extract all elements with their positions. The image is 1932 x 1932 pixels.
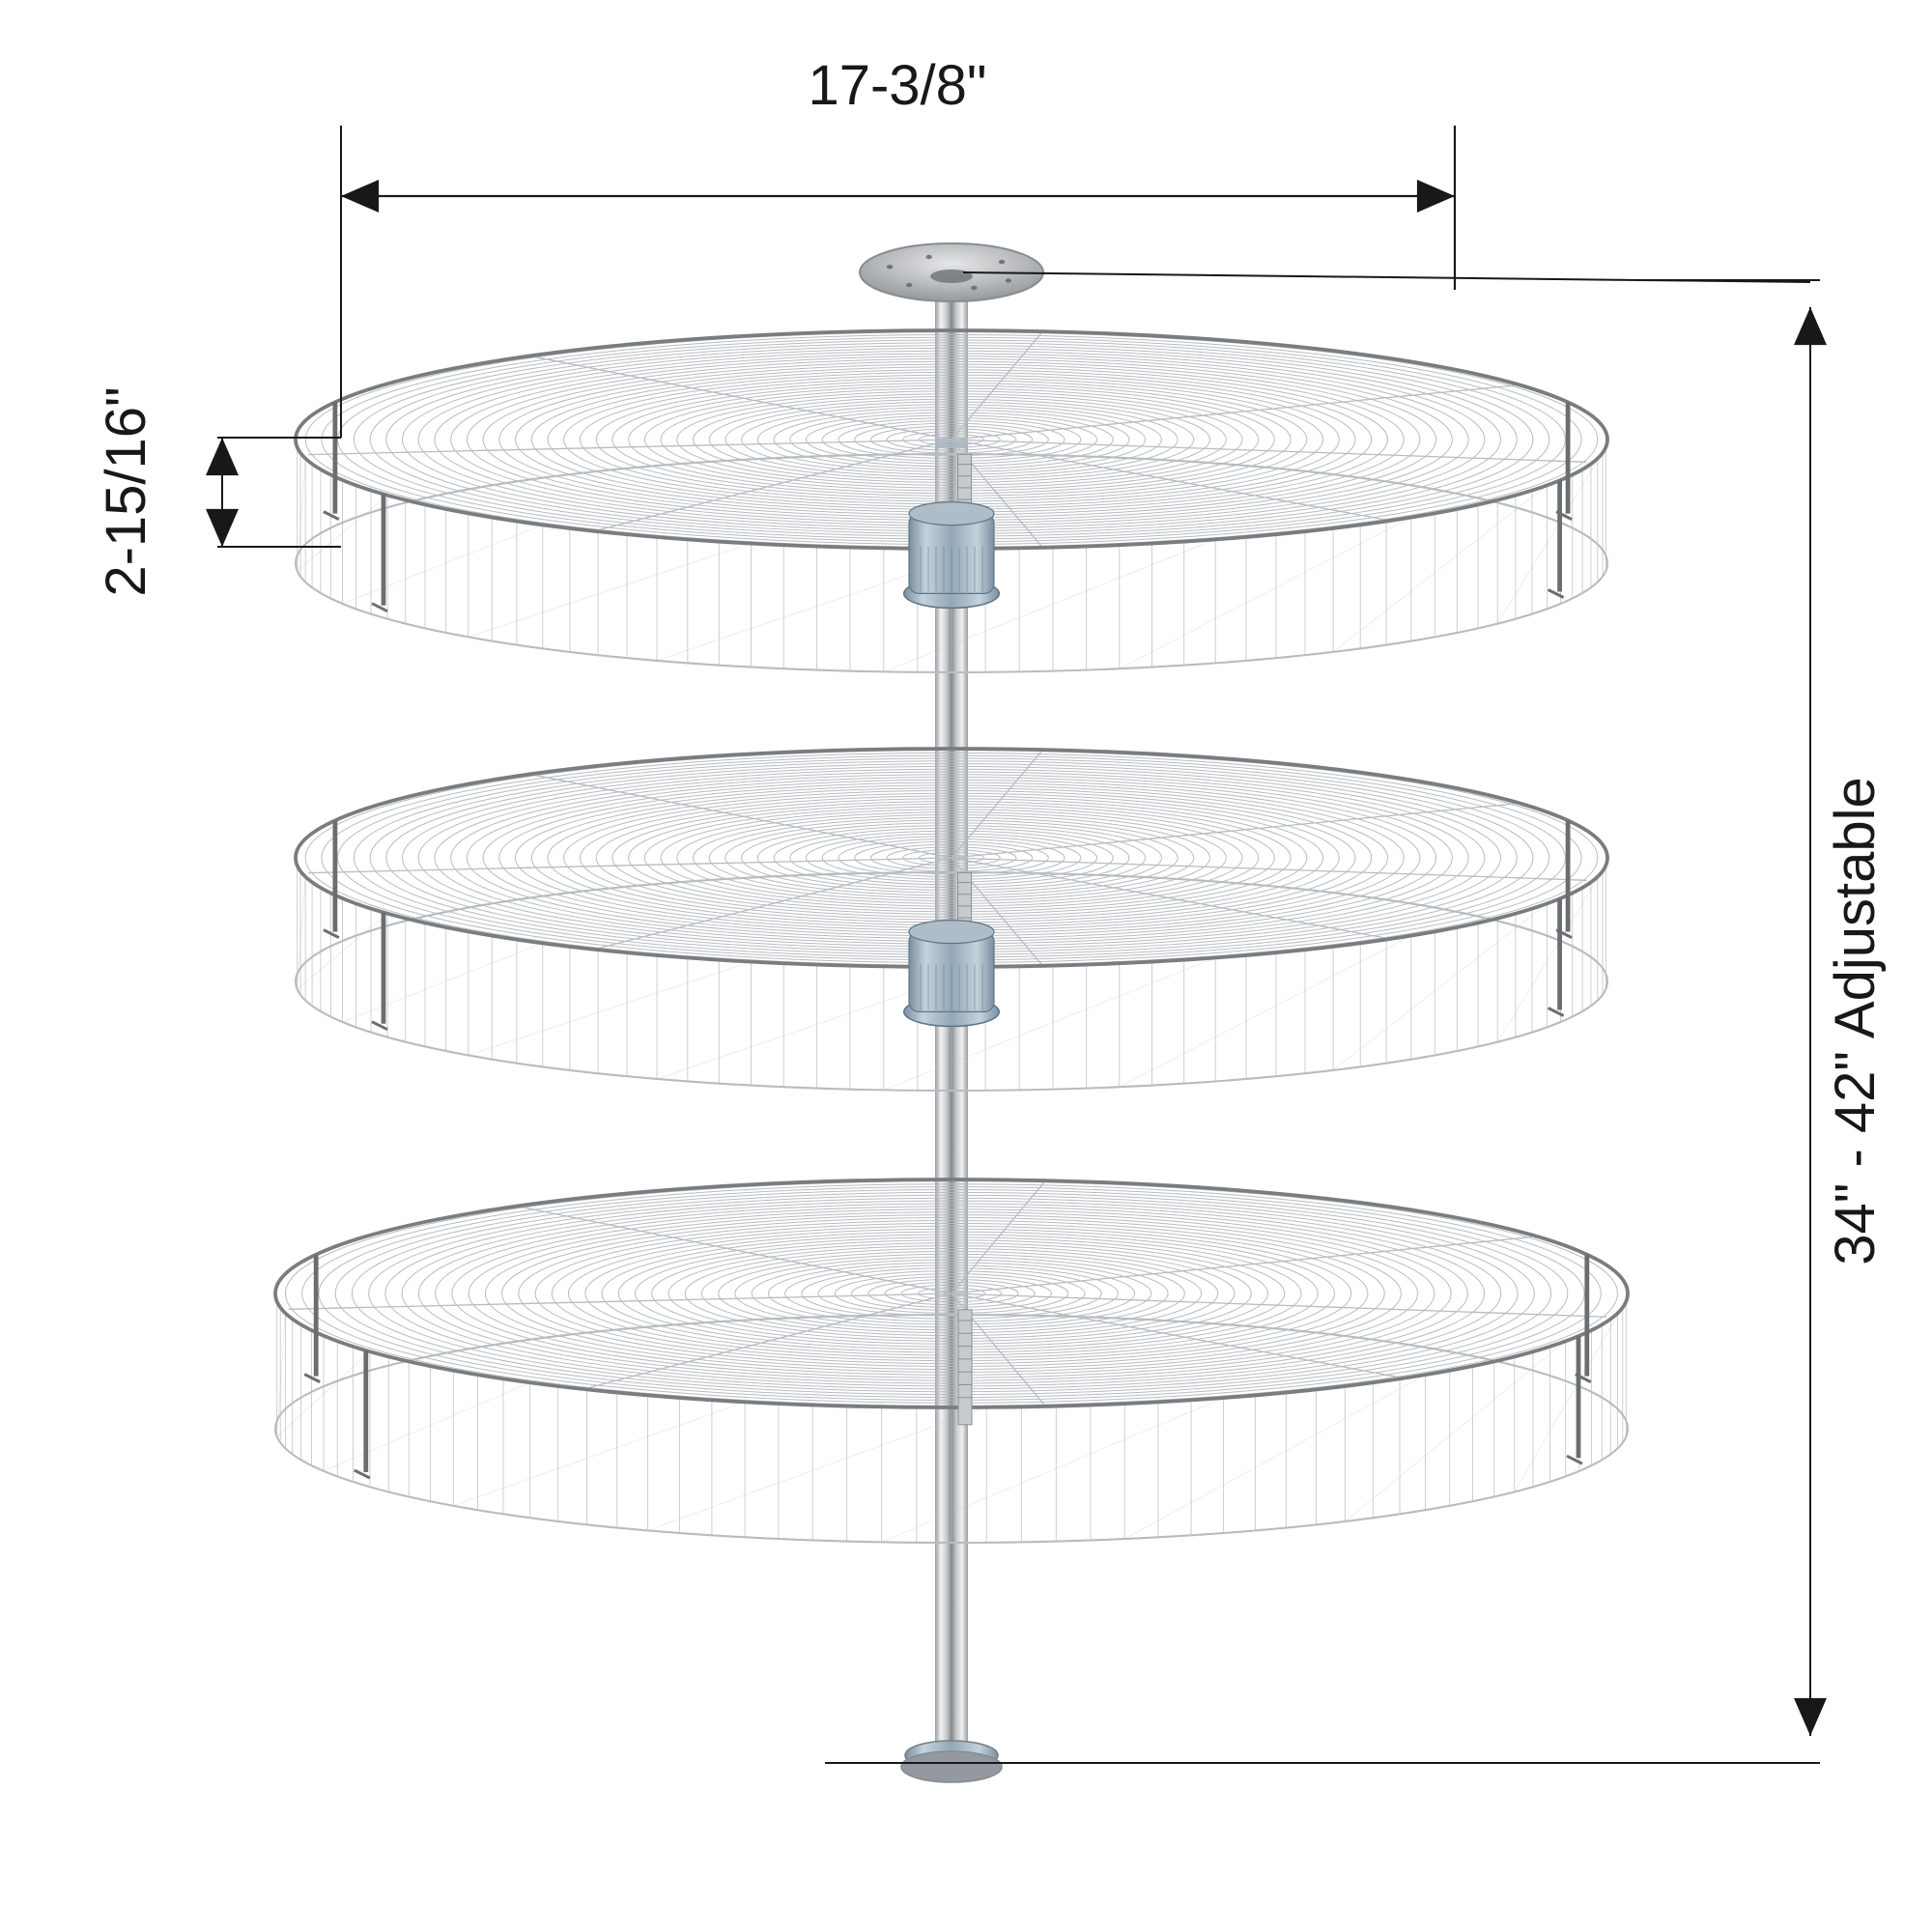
- svg-text:2-15/16": 2-15/16": [95, 386, 157, 596]
- svg-text:17-3/8": 17-3/8": [808, 54, 986, 117]
- svg-text:34" - 42" Adjustable: 34" - 42" Adjustable: [1824, 777, 1887, 1265]
